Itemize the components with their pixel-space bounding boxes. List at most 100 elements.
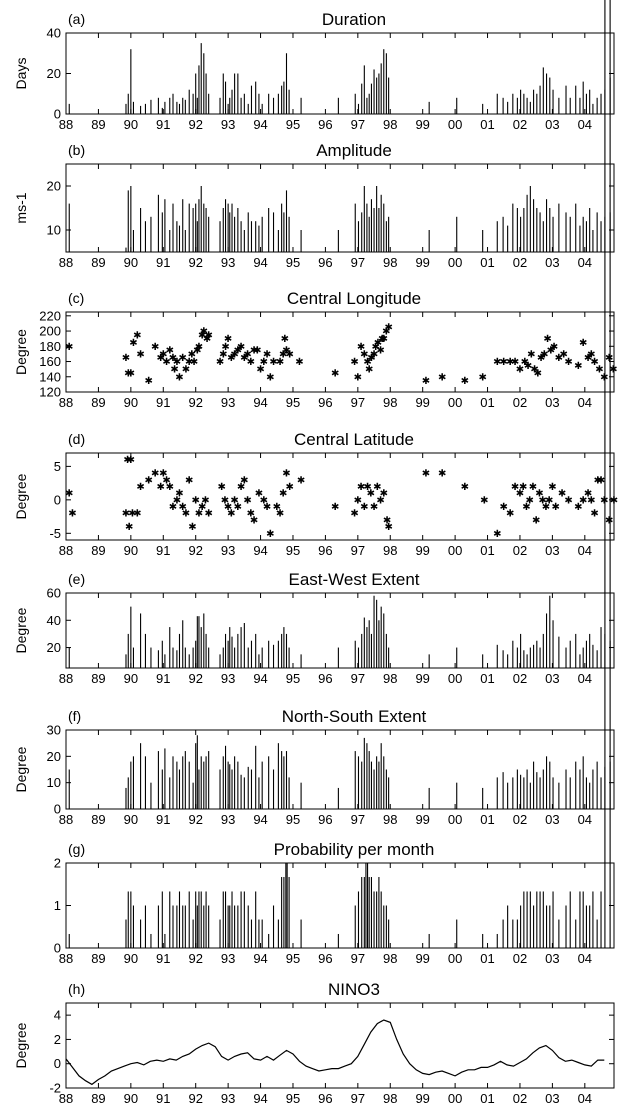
x-tick-label: 96 — [318, 671, 332, 686]
scatter-point: ✱ — [128, 509, 136, 520]
x-tick-label: 88 — [59, 117, 73, 132]
scatter-point: ✱ — [574, 502, 582, 513]
scatter-point: ✱ — [166, 482, 174, 493]
x-tick-label: 00 — [448, 255, 462, 270]
scatter-point: ✱ — [383, 515, 391, 526]
scatter-point: ✱ — [350, 509, 358, 520]
y-tick-label: 30 — [47, 723, 61, 738]
scatter-point: ✱ — [286, 349, 294, 360]
x-tick-label: 92 — [188, 671, 202, 686]
scatter-point: ✱ — [136, 349, 144, 360]
scatter-point: ✱ — [579, 338, 587, 349]
scatter-point: ✱ — [266, 372, 274, 383]
x-tick-label: 00 — [448, 543, 462, 558]
scatter-point: ✱ — [548, 482, 556, 493]
scatter-point: ✱ — [269, 357, 277, 368]
panel-title: Probability per month — [274, 840, 435, 859]
scatter-point: ✱ — [534, 368, 542, 379]
x-tick-label: 95 — [286, 117, 300, 132]
scatter-point: ✱ — [250, 515, 258, 526]
x-tick-label: 88 — [59, 395, 73, 410]
x-tick-label: 95 — [286, 951, 300, 966]
scatter-point: ✱ — [384, 323, 392, 334]
panel-tag: (h) — [68, 981, 85, 997]
x-tick-label: 01 — [480, 543, 494, 558]
x-tick-label: 96 — [318, 395, 332, 410]
panel-title: Amplitude — [316, 141, 392, 160]
scatter-point: ✱ — [480, 495, 488, 506]
x-tick-label: 01 — [480, 255, 494, 270]
scatter-point: ✱ — [374, 338, 382, 349]
y-tick-label: 120 — [39, 385, 61, 400]
y-tick-label: 2 — [54, 856, 61, 871]
scatter-point: ✱ — [543, 334, 551, 345]
scatter-point: ✱ — [144, 376, 152, 387]
x-tick-label: 99 — [415, 395, 429, 410]
x-tick-label: 91 — [156, 255, 170, 270]
scatter-point: ✱ — [354, 495, 362, 506]
y-tick-label: 0 — [54, 802, 61, 817]
x-tick-label: 94 — [253, 543, 267, 558]
scatter-point: ✱ — [382, 327, 390, 338]
scatter-point: ✱ — [133, 509, 141, 520]
scatter-point: ✱ — [350, 357, 358, 368]
scatter-point: ✱ — [263, 502, 271, 513]
y-tick-label: 180 — [39, 339, 61, 354]
x-tick-label: 02 — [513, 951, 527, 966]
x-tick-label: 97 — [351, 117, 365, 132]
scatter-point: ✱ — [195, 342, 203, 353]
scatter-point: ✱ — [522, 502, 530, 513]
x-tick-label: 02 — [513, 1091, 527, 1106]
x-tick-label: 99 — [415, 812, 429, 827]
scatter-point: ✱ — [175, 372, 183, 383]
scatter-point: ✱ — [237, 482, 245, 493]
scatter-point: ✱ — [175, 489, 183, 500]
scatter-point: ✱ — [367, 353, 375, 364]
scatter-point: ✱ — [282, 469, 290, 480]
panel-tag: (f) — [68, 708, 81, 724]
scatter-point: ✱ — [281, 334, 289, 345]
x-tick-label: 90 — [124, 255, 138, 270]
x-tick-label: 94 — [253, 951, 267, 966]
scatter-point: ✱ — [260, 495, 268, 506]
plot-frame — [65, 311, 615, 393]
y-tick-label: 10 — [47, 223, 61, 238]
x-tick-label: 96 — [318, 1091, 332, 1106]
scatter-point: ✱ — [527, 349, 535, 360]
scatter-point: ✱ — [256, 365, 264, 376]
x-tick-label: 01 — [480, 1091, 494, 1106]
x-tick-label: 95 — [286, 812, 300, 827]
y-tick-label: 0 — [54, 1056, 61, 1071]
x-tick-label: 88 — [59, 671, 73, 686]
x-tick-label: 03 — [545, 1091, 559, 1106]
y-axis-label: Degree — [13, 607, 29, 653]
scatter-point: ✱ — [590, 509, 598, 520]
scatter-point: ✱ — [610, 495, 618, 506]
x-tick-label: 90 — [124, 951, 138, 966]
scatter-point: ✱ — [240, 475, 248, 486]
x-tick-label: 00 — [448, 951, 462, 966]
scatter-point: ✱ — [182, 365, 190, 376]
scatter-point: ✱ — [182, 509, 190, 520]
scatter-point: ✱ — [461, 376, 469, 387]
panel-title: NINO3 — [328, 980, 380, 999]
scatter-point: ✱ — [159, 349, 167, 360]
x-tick-label: 89 — [91, 395, 105, 410]
x-tick-label: 94 — [253, 117, 267, 132]
plot-frame — [65, 592, 615, 669]
plot-frame — [65, 163, 615, 253]
scatter-point: ✱ — [179, 353, 187, 364]
x-tick-label: 93 — [221, 1091, 235, 1106]
x-tick-label: 99 — [415, 117, 429, 132]
x-tick-label: 90 — [124, 1091, 138, 1106]
x-tick-label: 91 — [156, 395, 170, 410]
scatter-point: ✱ — [169, 502, 177, 513]
scatter-point: ✱ — [282, 346, 290, 357]
scatter-point: ✱ — [227, 509, 235, 520]
scatter-point: ✱ — [144, 475, 152, 486]
x-tick-label: 97 — [351, 395, 365, 410]
scatter-point: ✱ — [297, 475, 305, 486]
scatter-point: ✱ — [380, 334, 388, 345]
scatter-point: ✱ — [203, 334, 211, 345]
